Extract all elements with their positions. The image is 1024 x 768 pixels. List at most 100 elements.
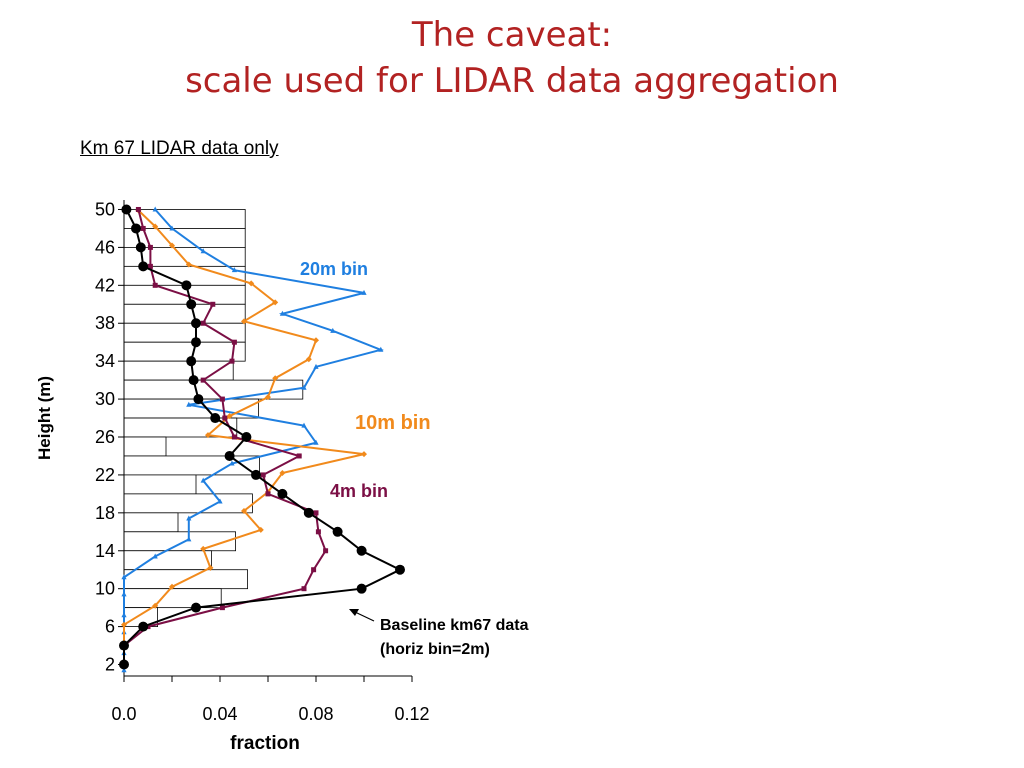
data-point [378,346,384,352]
data-point [330,327,336,333]
data-point [248,280,255,287]
data-point [169,242,175,249]
histogram-bar [123,398,259,419]
data-point [272,299,279,306]
data-point [231,267,237,273]
data-point [303,507,314,518]
data-point [301,422,307,428]
data-point [169,583,175,590]
slide-title-line1: The caveat: [411,15,613,55]
data-point [200,320,206,326]
data-point [181,280,192,291]
data-point [191,337,201,348]
y-tick-label: 10 [95,579,115,599]
annotation-baseline-line2: (horiz bin=2m) [380,641,490,658]
data-point [296,453,302,459]
data-point [200,477,206,483]
data-point [121,591,127,597]
y-tick-label: 46 [95,237,115,257]
data-point [229,358,235,364]
data-point [332,526,343,537]
data-point [188,375,199,386]
x-tick-label: 0.08 [298,704,333,724]
data-point [193,394,204,405]
data-point [219,605,225,611]
data-point [222,415,228,421]
histogram-bar [123,550,212,571]
data-point [231,339,237,345]
data-point [138,261,149,272]
annotation-10m-bin: 10m bin [355,412,431,434]
data-point [219,396,225,402]
data-point [305,356,312,363]
data-point [186,299,197,310]
data-point [241,432,252,442]
x-tick-label: 0.04 [202,704,237,724]
y-tick-label: 26 [95,427,115,447]
slide-title: The caveat: scale used for LIDAR data ag… [0,12,1024,104]
data-point [191,318,201,329]
data-point [152,223,159,230]
data-point [169,225,175,231]
data-point [279,310,285,316]
data-point [265,394,271,401]
histogram-bars [123,209,304,628]
chart-subtitle: Km 67 LIDAR data only [80,138,279,159]
y-tick-label: 14 [95,541,115,561]
data-point [265,491,271,497]
y-tick-label: 38 [95,313,115,333]
data-point [121,204,132,215]
histogram-bar [123,436,167,457]
data-point [186,515,192,521]
histogram-bar [123,588,222,609]
histogram-bar [123,303,246,324]
data-point [186,356,197,367]
data-point [147,244,153,250]
y-tick-label: 50 [95,199,115,219]
data-point [229,460,235,466]
data-point [226,413,233,420]
data-point [257,526,264,533]
data-point [395,564,405,575]
histogram-bar [123,493,253,514]
data-point [205,432,211,439]
annotation-20m-bin: 20m bin [300,259,368,279]
y-tick-label: 22 [95,465,115,485]
data-point [210,301,216,307]
data-point [301,384,307,390]
histogram-bar [123,455,261,476]
x-axis-label: fraction [230,733,300,754]
x-tick-label: 0.0 [111,704,136,724]
slide-title-line2: scale used for LIDAR data aggregation [185,61,839,101]
data-point [152,206,158,212]
data-point [272,375,279,382]
data-point [135,242,146,253]
y-tick-label: 34 [95,351,115,371]
y-tick-label: 42 [95,275,115,295]
data-point [121,612,127,618]
histogram-bar [123,474,197,495]
y-tick-label: 18 [95,503,115,523]
data-point [131,223,141,234]
data-point [135,206,141,212]
x-tick-label: 0.12 [394,704,429,724]
y-tick-label: 2 [105,655,115,675]
data-point [185,261,192,268]
data-point [323,548,329,554]
annotation-arrow [349,609,375,622]
data-point [224,450,235,461]
annotation-4m-bin: 4m bin [330,481,388,501]
data-point [241,318,247,325]
data-point [313,337,319,344]
data-point [140,225,146,231]
data-point [147,263,153,269]
data-point [119,659,129,670]
data-point [313,363,319,369]
data-point [361,289,367,295]
data-point [241,507,247,514]
data-point [138,621,149,632]
y-tick-label: 30 [95,389,115,409]
data-point [277,488,288,499]
data-point [356,545,367,556]
